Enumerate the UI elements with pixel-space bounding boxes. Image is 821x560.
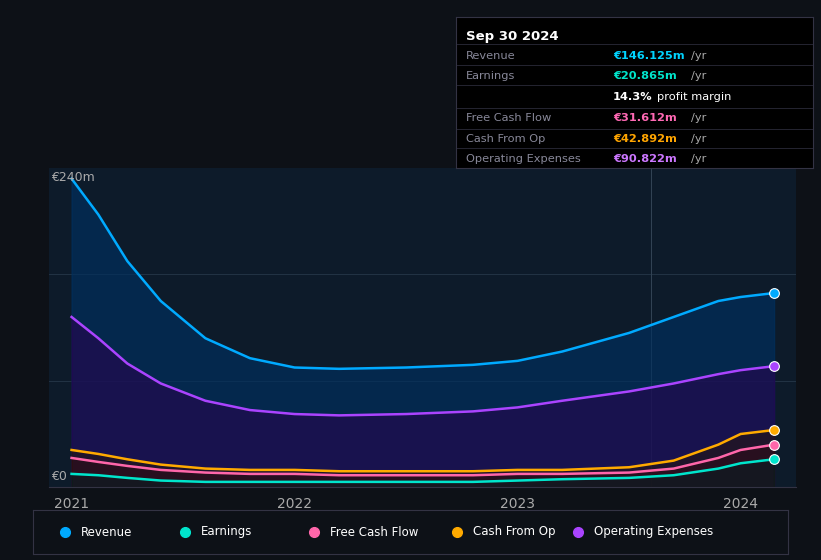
Text: Cash From Op: Cash From Op: [473, 525, 556, 539]
Text: /yr: /yr: [691, 113, 707, 123]
Text: Sep 30 2024: Sep 30 2024: [466, 30, 559, 44]
Text: Operating Expenses: Operating Expenses: [594, 525, 713, 539]
Text: €90.822m: €90.822m: [612, 154, 677, 164]
Text: Earnings: Earnings: [201, 525, 253, 539]
Text: Revenue: Revenue: [80, 525, 132, 539]
Text: Operating Expenses: Operating Expenses: [466, 154, 581, 164]
Text: Cash From Op: Cash From Op: [466, 134, 546, 144]
Text: Free Cash Flow: Free Cash Flow: [466, 113, 552, 123]
Text: €240m: €240m: [52, 171, 95, 184]
Text: /yr: /yr: [691, 154, 707, 164]
Text: €20.865m: €20.865m: [612, 71, 677, 81]
Text: Free Cash Flow: Free Cash Flow: [330, 525, 418, 539]
Text: €146.125m: €146.125m: [612, 51, 685, 61]
Text: Earnings: Earnings: [466, 71, 516, 81]
Text: 14.3%: 14.3%: [612, 92, 653, 102]
Text: /yr: /yr: [691, 134, 707, 144]
Text: /yr: /yr: [691, 51, 707, 61]
Text: /yr: /yr: [691, 71, 707, 81]
Text: €31.612m: €31.612m: [612, 113, 677, 123]
Text: €0: €0: [52, 470, 67, 483]
Text: profit margin: profit margin: [658, 92, 732, 102]
Text: €42.892m: €42.892m: [612, 134, 677, 144]
Text: Revenue: Revenue: [466, 51, 516, 61]
